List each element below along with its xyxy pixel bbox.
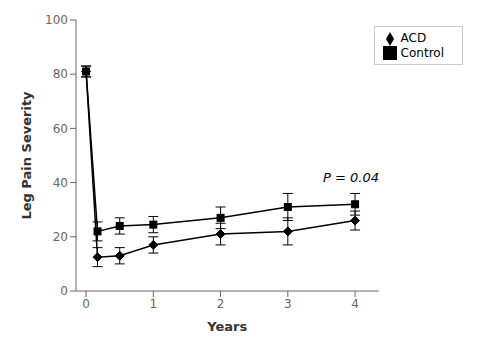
svg-text:20: 20 <box>53 230 68 244</box>
svg-text:100: 100 <box>45 13 68 27</box>
svg-text:4: 4 <box>351 297 359 311</box>
svg-text:1: 1 <box>150 297 158 311</box>
svg-text:3: 3 <box>284 297 292 311</box>
svg-text:40: 40 <box>53 176 68 190</box>
html-text:Control: Control <box>400 45 444 60</box>
svg-text:80: 80 <box>53 67 68 81</box>
svg-text:Leg Pain Severity: Leg Pain Severity <box>19 91 34 220</box>
html-text:ACD: ACD <box>400 31 427 45</box>
svg-text:2: 2 <box>217 297 225 311</box>
svg-text:0: 0 <box>60 284 68 298</box>
svg-text:Years: Years <box>206 319 247 334</box>
svg-text:60: 60 <box>53 122 68 136</box>
svg-text:0: 0 <box>82 297 90 311</box>
svg-text:P = 0.04: P = 0.04 <box>323 170 379 185</box>
